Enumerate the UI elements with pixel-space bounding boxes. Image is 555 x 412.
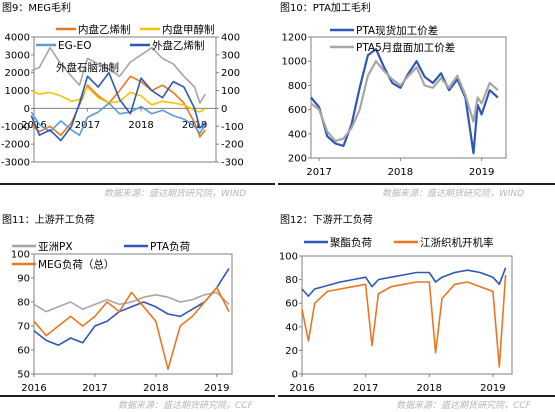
x-tick-label: 2017: [353, 383, 378, 394]
source-note: 数据来源：盛达期货研究院，CCF: [118, 401, 253, 411]
series-line: [310, 60, 499, 143]
y-tick-label: 80: [17, 298, 30, 309]
y2-tick-label: -300: [221, 158, 244, 169]
y-tick-label: 40: [285, 322, 298, 333]
series-line: [301, 267, 507, 297]
source-note: 数据来源：盛达期货研究院，WIND: [382, 189, 525, 199]
series-line: [301, 274, 507, 368]
y-tick-label: 1200: [282, 33, 307, 44]
y-tick-label: 70: [17, 322, 30, 333]
chart-svg: 0 20 40 60 80 100 2016 2017 2018 2019 聚酯负荷 江浙织机开机率: [279, 236, 513, 394]
legend-label: 聚酯负荷: [330, 236, 372, 249]
series-line: [30, 71, 206, 142]
y2-tick-label: 0: [221, 104, 227, 115]
y2-tick-label: -100: [221, 122, 244, 133]
y-tick-label: 200: [288, 154, 307, 165]
y-tick-label: 0: [24, 104, 30, 115]
y-tick-label: 600: [288, 105, 307, 116]
legend-label: 内盘乙烯制: [78, 23, 131, 36]
series-line: [33, 267, 230, 346]
x-tick-label: 2019: [469, 167, 494, 178]
source-note: 数据来源：盛达期货研究院，WIND: [104, 189, 247, 199]
series-line: [30, 102, 206, 136]
y-tick-label: 0: [292, 370, 298, 381]
legend-label: 内盘甲醇制: [162, 23, 215, 36]
y-tick-label: 1000: [282, 57, 307, 68]
legend-label: 外盘石脑油制: [56, 61, 119, 74]
y-tick-label: 60: [17, 346, 30, 357]
x-tick-label: 2017: [75, 120, 100, 131]
x-tick-label: 2017: [306, 167, 331, 178]
chart-title: 图12：下游开工负荷: [280, 215, 373, 226]
legend-label: PTA现货加工价差: [356, 24, 438, 37]
y2-tick-label: 300: [221, 50, 240, 61]
x-tick-label: 2018: [128, 120, 153, 131]
x-tick-label: 2017: [82, 383, 107, 394]
chart-title: 图9：MEG毛利: [2, 3, 72, 14]
chart-title: 图11：上游开工负荷: [2, 215, 95, 226]
series-line: [33, 291, 230, 313]
y2-tick-label: 200: [221, 68, 240, 79]
series-line: [310, 47, 499, 155]
legend-label: MEG负荷（总）: [38, 258, 114, 271]
plot-frame: [33, 36, 217, 163]
legend-label: 亚洲PX: [38, 241, 73, 253]
y-tick-label: 80: [285, 275, 298, 286]
bottom-rule: [0, 183, 275, 185]
chart-title: 图10：PTA加工毛利: [280, 3, 371, 14]
bottom-rule: [0, 395, 275, 397]
y-tick-label: 2000: [5, 68, 30, 79]
x-tick-label: 2019: [204, 383, 229, 394]
chart-svg: 50 60 70 80 90 100 2016 2017 2018 2019 亚洲PX PTA负荷 ME…: [11, 240, 233, 394]
y-tick-label: 3000: [5, 50, 30, 61]
chart-panel-downstream-load: 图12：下游开工负荷 0 20 40 60 80 100 2016 2017 2018 2019 聚…: [278, 208, 555, 412]
x-tick-label: 2018: [417, 383, 442, 394]
y-tick-label: 50: [17, 370, 30, 381]
y-tick-label: -3000: [1, 158, 30, 169]
y-tick-label: 100: [11, 250, 30, 261]
legend-label: EG-EO: [58, 40, 91, 52]
chart-panel-pta-margin: 图10：PTA加工毛利 200 400 600 800 1000 1200 2017 2018…: [278, 0, 555, 200]
x-tick-label: 2016: [21, 383, 46, 394]
chart-panel-meg-margin: 图9：MEG毛利 -3000 -2000 -1000 0 1000 2000 3000 400…: [0, 0, 275, 200]
x-tick-label: 2018: [143, 383, 168, 394]
source-note: 数据来源：盛达期货研究院，CCF: [396, 401, 531, 411]
y2-tick-label: 100: [221, 86, 240, 97]
series-line: [30, 75, 206, 138]
y2-tick-label: 400: [221, 33, 240, 44]
plot-frame: [33, 253, 233, 375]
x-tick-label: 2016: [289, 383, 314, 394]
series-line: [30, 86, 206, 113]
plot-frame: [301, 255, 513, 375]
x-tick-label: 2019: [480, 383, 505, 394]
y-tick-label: 20: [285, 346, 298, 357]
y-tick-label: -1000: [1, 122, 30, 133]
y-tick-label: 800: [288, 81, 307, 92]
bottom-rule: [278, 395, 555, 397]
y-tick-label: 400: [288, 129, 307, 140]
legend-label: 江浙织机开机率: [420, 236, 494, 249]
y-tick-label: 1000: [5, 86, 30, 97]
legend-label: 外盘乙烯制: [152, 39, 205, 52]
series-line: [33, 286, 230, 370]
bottom-rule: [278, 183, 555, 185]
y-tick-label: 100: [279, 252, 298, 263]
y-tick-label: 4000: [5, 33, 30, 44]
y-tick-label: 90: [17, 274, 30, 285]
legend-label: PTA5月盘面加工价差: [356, 41, 455, 54]
chart-panel-upstream-load: 图11：上游开工负荷 50 60 70 80 90 100 2016 2017 2018 2019…: [0, 208, 275, 412]
y2-tick-label: -200: [221, 140, 244, 151]
legend-label: PTA负荷: [150, 240, 190, 253]
x-tick-label: 2018: [388, 167, 413, 178]
y-tick-label: 60: [285, 299, 298, 310]
x-tick-label: 2016: [21, 120, 46, 131]
chart-svg: -3000-2000-100001000200030004000-300-200…: [1, 23, 244, 169]
chart-svg: 200 400 600 800 1000 1200 2017 2018 2019 PTA现货加工价…: [282, 24, 507, 178]
series-line: [30, 46, 206, 104]
y-tick-label: -2000: [1, 140, 30, 151]
